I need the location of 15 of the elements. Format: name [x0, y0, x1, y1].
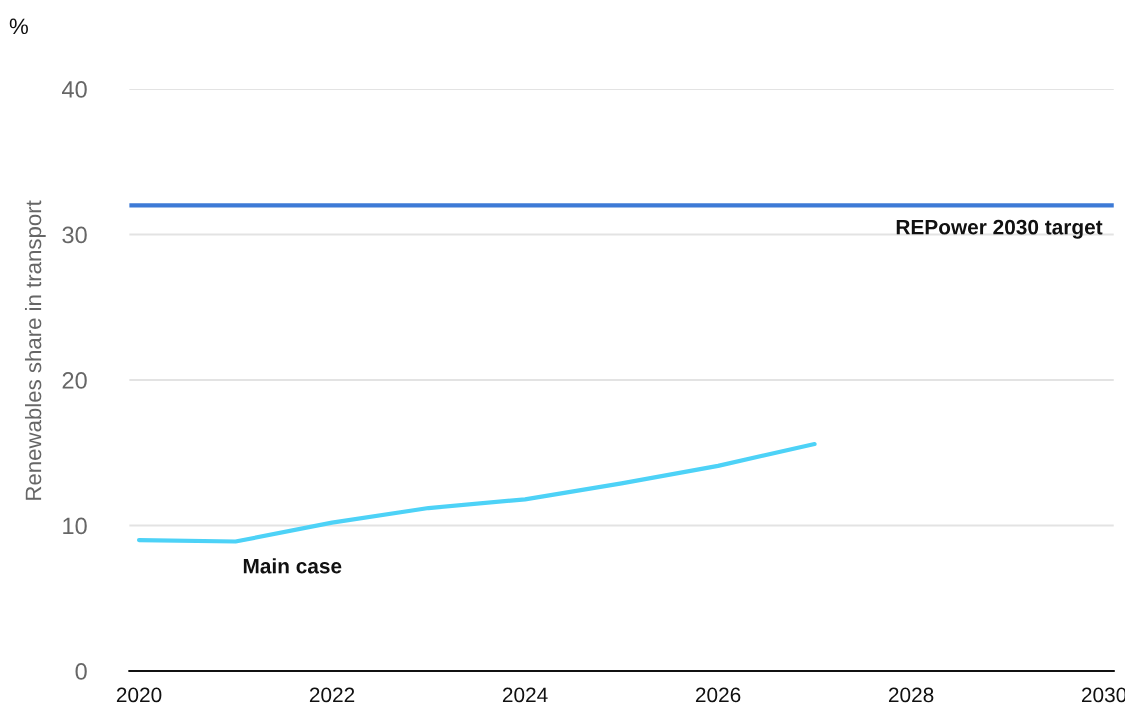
y-tick-label: 20: [62, 372, 87, 389]
y-tick-label: 30: [62, 226, 87, 244]
y-axis-title: Renewables share in transport: [24, 200, 46, 500]
x-tick-label: 2028: [888, 687, 934, 703]
y-tick-label: 40: [61, 81, 87, 98]
ref-line-label: REPower 2030 target: [896, 219, 1103, 239]
x-tick-label: 2026: [695, 687, 741, 703]
y-tick-label: 10: [63, 517, 87, 535]
y-tick-label: 0: [75, 663, 87, 680]
line-series: [136, 441, 817, 544]
x-tick-label: 2022: [309, 687, 355, 703]
x-tick-label: 2020: [116, 687, 162, 703]
series-label: Main case: [243, 558, 342, 574]
x-tick-label: 2024: [502, 687, 548, 703]
text: %: [9, 18, 28, 35]
